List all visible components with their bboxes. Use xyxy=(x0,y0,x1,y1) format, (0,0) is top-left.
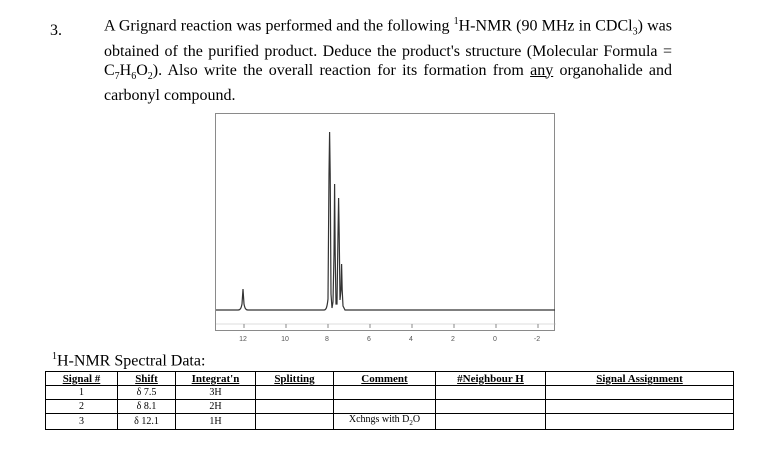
cell-assignment[interactable] xyxy=(545,399,734,414)
comment-text: Xchngs with D xyxy=(348,414,410,425)
cell-integration: 2H xyxy=(175,399,256,414)
comment-subscript: 2 xyxy=(409,419,413,427)
column-header: Shift xyxy=(117,371,176,386)
question-line2: was obtained of the purified product. De… xyxy=(104,17,672,60)
tick-label: 8 xyxy=(325,336,329,343)
cell-signal: 1 xyxy=(45,385,118,400)
table-row: 2 δ 8.1 2H xyxy=(45,399,734,414)
column-header: Integrat'n xyxy=(175,371,256,386)
question-line4: organohalide and carbonyl compound. xyxy=(104,61,673,104)
tick-label: 10 xyxy=(281,336,289,343)
spectral-data-table: Signal # Shift Integrat'n Splitting Comm… xyxy=(45,371,734,430)
formula-subscript: 6 xyxy=(131,70,137,82)
question-text: A Grignard reaction was performed and th… xyxy=(104,12,672,105)
comment-text-end: O xyxy=(412,414,421,425)
table-row: 3 δ 12.1 1H Xchngs with D2O xyxy=(45,413,734,430)
underlined-word: any xyxy=(530,61,554,79)
table-row: 1 δ 7.5 3H xyxy=(45,385,734,400)
formula-subscript: 2 xyxy=(147,70,153,82)
spectral-data-title-text: H-NMR Spectral Data: xyxy=(57,352,206,370)
column-header: #Neighbour H xyxy=(435,371,546,386)
question-line1-cont: H-NMR (90 MHz in CDCl xyxy=(458,17,633,35)
cell-comment[interactable]: Xchngs with D2O xyxy=(333,413,436,430)
cell-shift: δ 7.5 xyxy=(117,385,176,400)
question-line3: Formula = C xyxy=(104,42,672,79)
column-header: Splitting xyxy=(255,371,334,386)
cell-integration: 1H xyxy=(175,413,256,430)
question-line3-cont: ). Also write the overall reaction for i… xyxy=(152,61,531,79)
nmr-spectrum-plot xyxy=(215,113,556,331)
cell-neighbour[interactable] xyxy=(435,385,546,400)
formula-subscript: 7 xyxy=(114,70,120,82)
tick-label: -2 xyxy=(533,336,541,343)
cell-shift: δ 12.1 xyxy=(117,413,176,430)
superscript: 1 xyxy=(52,351,57,362)
superscript: 1 xyxy=(453,16,459,27)
cell-splitting[interactable] xyxy=(255,399,334,414)
tick-label: 6 xyxy=(367,336,371,343)
cell-integration: 3H xyxy=(175,385,256,400)
cell-comment[interactable] xyxy=(333,385,436,400)
nmr-spectrum-svg xyxy=(216,131,556,328)
cell-splitting[interactable] xyxy=(255,385,334,400)
cell-assignment[interactable] xyxy=(545,385,734,400)
table-header-row: Signal # Shift Integrat'n Splitting Comm… xyxy=(45,371,734,386)
column-header: Signal # xyxy=(45,371,118,386)
subscript: 3 xyxy=(632,26,638,38)
column-header: Comment xyxy=(333,371,436,386)
spectral-data-title: 1H-NMR Spectral Data: xyxy=(52,351,205,370)
cell-neighbour[interactable] xyxy=(435,399,546,414)
tick-label: 0 xyxy=(493,336,497,343)
cell-signal: 2 xyxy=(45,399,118,414)
tick-label: 12 xyxy=(239,336,247,343)
cell-splitting[interactable] xyxy=(255,413,334,430)
cell-assignment[interactable] xyxy=(545,413,734,430)
column-header: Signal Assignment xyxy=(545,371,734,386)
formula-element: O xyxy=(136,61,148,79)
question-line1: A Grignard reaction was performed and th… xyxy=(104,17,454,35)
cell-shift: δ 8.1 xyxy=(117,399,176,414)
cell-comment[interactable] xyxy=(333,399,436,414)
cell-neighbour[interactable] xyxy=(435,413,546,430)
spectrum-trace xyxy=(216,131,555,311)
tick-label: 4 xyxy=(409,336,413,343)
tick-label: 2 xyxy=(451,336,455,343)
question-number: 3. xyxy=(50,22,62,39)
x-tick-labels: 12 10 8 6 4 2 0 -2 xyxy=(215,336,555,350)
cell-signal: 3 xyxy=(45,413,118,430)
question-line1-end: ) xyxy=(637,17,643,35)
formula-element: H xyxy=(119,61,132,79)
